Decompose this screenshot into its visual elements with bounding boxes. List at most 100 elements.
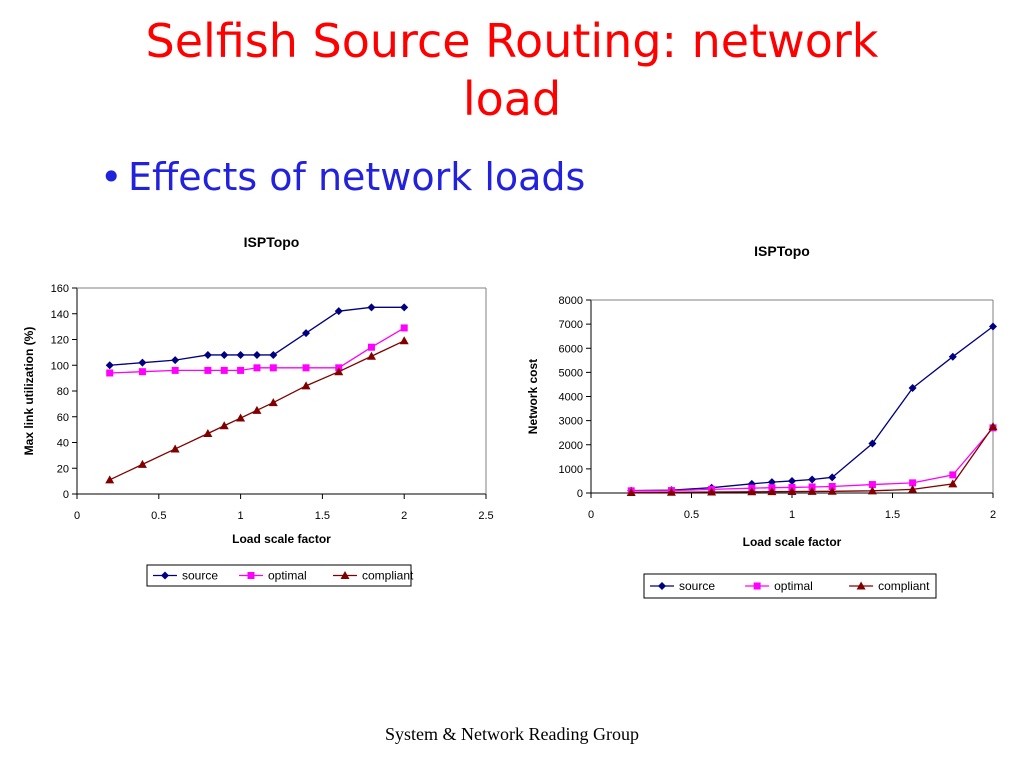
series-line-source xyxy=(109,306,405,366)
series-line-compliant xyxy=(109,340,405,481)
data-point-source xyxy=(236,350,245,359)
data-point-source xyxy=(334,307,343,316)
data-point-optimal xyxy=(868,481,876,489)
data-point-optimal xyxy=(253,364,261,372)
chart-title: ISPTopo xyxy=(244,234,300,250)
legend-marker-source xyxy=(161,571,169,580)
x-axis-label: Load scale factor xyxy=(232,532,331,546)
legend-box xyxy=(643,573,937,599)
data-point-source xyxy=(788,476,796,485)
x-tick-label: 0.5 xyxy=(151,510,166,522)
data-point-source xyxy=(138,358,147,367)
y-tick-label: 140 xyxy=(51,309,69,321)
data-point-compliant xyxy=(747,487,757,496)
data-point-source xyxy=(105,361,114,370)
legend-label-source: source xyxy=(182,569,218,583)
y-tick-label: 40 xyxy=(57,438,69,450)
data-point-compliant xyxy=(807,486,817,495)
y-tick-label: 4000 xyxy=(559,392,583,404)
data-point-compliant xyxy=(908,484,918,493)
y-tick-label: 3000 xyxy=(559,416,583,428)
data-point-optimal xyxy=(220,366,228,374)
data-point-source xyxy=(220,350,229,359)
data-point-compliant xyxy=(366,351,376,360)
x-tick-label: 2 xyxy=(401,510,407,522)
data-point-optimal xyxy=(367,343,375,351)
data-point-optimal xyxy=(237,366,245,374)
x-tick-label: 1.5 xyxy=(315,510,330,522)
data-point-source xyxy=(367,303,376,312)
data-point-optimal xyxy=(400,324,408,332)
series-line-optimal xyxy=(631,427,994,492)
legend-marker-optimal xyxy=(247,572,255,579)
data-point-compliant xyxy=(334,367,344,376)
legend-label-compliant: compliant xyxy=(878,579,930,593)
x-tick-label: 1 xyxy=(238,510,244,522)
data-point-optimal xyxy=(909,479,917,487)
data-point-source xyxy=(171,356,180,365)
data-point-compliant xyxy=(170,444,180,453)
x-tick-label: 2.5 xyxy=(478,510,493,522)
data-point-optimal xyxy=(949,471,957,479)
y-tick-label: 8000 xyxy=(559,295,583,307)
data-point-compliant xyxy=(948,479,958,488)
y-axis-label: Max link utilization (%) xyxy=(22,327,36,456)
data-point-source xyxy=(203,350,212,359)
data-point-source xyxy=(767,478,776,487)
data-point-compliant xyxy=(137,459,147,468)
x-tick-label: 0 xyxy=(588,509,594,521)
legend-label-optimal: optimal xyxy=(774,579,813,593)
y-tick-label: 100 xyxy=(51,360,69,372)
legend-marker-source xyxy=(658,582,666,590)
data-point-source xyxy=(989,322,997,331)
slide-title-line-1: Selfish Source Routing: network xyxy=(145,14,879,68)
data-point-compliant xyxy=(219,421,229,430)
x-tick-label: 1 xyxy=(789,509,795,521)
legend-marker-compliant xyxy=(856,581,866,590)
data-point-compliant xyxy=(767,487,777,496)
data-point-compliant xyxy=(787,487,797,496)
bullet-text: Effects of network loads xyxy=(128,155,586,199)
x-tick-label: 0 xyxy=(74,510,80,522)
x-tick-label: 0.5 xyxy=(684,509,699,521)
data-point-compliant xyxy=(827,486,837,495)
y-tick-label: 160 xyxy=(51,283,69,295)
y-tick-label: 7000 xyxy=(559,319,583,331)
data-point-compliant xyxy=(707,487,717,496)
data-point-optimal xyxy=(828,482,836,490)
data-point-source xyxy=(252,350,261,359)
legend-label-source: source xyxy=(679,579,715,593)
series-line-source xyxy=(631,326,994,492)
data-point-source xyxy=(868,439,877,448)
legend-marker-compliant xyxy=(340,571,350,579)
data-point-compliant xyxy=(203,428,213,437)
bullet-dot-icon: • xyxy=(100,155,123,199)
data-point-source xyxy=(808,475,817,484)
data-point-source xyxy=(948,352,957,361)
data-point-compliant xyxy=(988,422,998,431)
legend-label-optimal: optimal xyxy=(268,569,307,583)
bullet-item: • Effects of network loads xyxy=(100,152,585,202)
x-tick-label: 2 xyxy=(990,509,996,521)
data-point-source xyxy=(908,384,917,393)
legend-label-compliant: compliant xyxy=(362,569,414,583)
data-point-compliant xyxy=(867,486,877,495)
y-tick-label: 6000 xyxy=(559,343,583,355)
data-point-optimal xyxy=(269,364,277,372)
data-point-source xyxy=(269,350,278,359)
data-point-compliant xyxy=(105,475,115,484)
y-tick-label: 60 xyxy=(57,412,69,424)
data-point-compliant xyxy=(268,398,278,407)
y-tick-label: 2000 xyxy=(559,440,583,452)
data-point-optimal xyxy=(138,368,146,376)
data-point-optimal xyxy=(302,364,310,372)
data-point-compliant xyxy=(666,487,676,496)
y-tick-label: 1000 xyxy=(559,464,583,476)
data-point-source xyxy=(828,473,837,482)
y-tick-label: 5000 xyxy=(559,367,583,379)
y-tick-label: 20 xyxy=(57,463,69,475)
series-line-optimal xyxy=(109,327,405,374)
footer-text: System & Network Reading Group xyxy=(385,724,639,744)
